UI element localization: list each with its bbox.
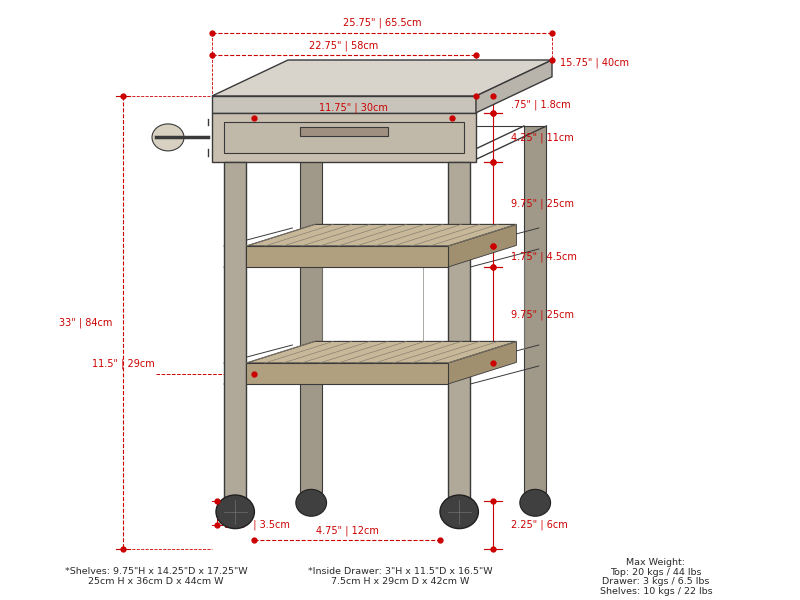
Text: 9.75" | 25cm: 9.75" | 25cm <box>511 310 574 320</box>
Text: *Inside Drawer: 3"H x 11.5"D x 16.5"W: *Inside Drawer: 3"H x 11.5"D x 16.5"W <box>308 566 492 576</box>
Text: " |   cm: " | cm <box>331 369 363 378</box>
Polygon shape <box>212 113 476 162</box>
Ellipse shape <box>152 124 184 151</box>
Text: Drawer: 3 kgs / 6.5 lbs: Drawer: 3 kgs / 6.5 lbs <box>602 577 710 587</box>
Polygon shape <box>448 341 517 384</box>
Polygon shape <box>448 162 470 501</box>
Text: 7.5cm H x 29cm D x 42cm W: 7.5cm H x 29cm D x 42cm W <box>331 577 469 587</box>
Ellipse shape <box>296 490 326 516</box>
Polygon shape <box>448 224 517 267</box>
Text: 9.75" | 25cm: 9.75" | 25cm <box>511 199 574 209</box>
Text: 25cm H x 36cm D x 44cm W: 25cm H x 36cm D x 44cm W <box>88 577 224 587</box>
Text: 1.25" | 3.5cm: 1.25" | 3.5cm <box>224 519 290 530</box>
Polygon shape <box>300 126 322 492</box>
Polygon shape <box>246 224 517 246</box>
Text: 11.75" | 30cm: 11.75" | 30cm <box>318 103 388 113</box>
Text: 15.75" | 40cm: 15.75" | 40cm <box>560 58 629 68</box>
Text: Shelves: 10 kgs / 22 lbs: Shelves: 10 kgs / 22 lbs <box>600 587 712 596</box>
Text: 11.5" | 29cm: 11.5" | 29cm <box>92 358 154 368</box>
Text: 22.75" | 58cm: 22.75" | 58cm <box>310 40 378 51</box>
Polygon shape <box>212 96 476 113</box>
Text: Top: 20 kgs / 44 lbs: Top: 20 kgs / 44 lbs <box>610 568 702 577</box>
Text: 2.25" | 6cm: 2.25" | 6cm <box>511 520 568 530</box>
Text: 4.25" | 11cm: 4.25" | 11cm <box>511 132 574 143</box>
Text: .75" | 1.8cm: .75" | 1.8cm <box>511 99 571 110</box>
Ellipse shape <box>520 490 550 516</box>
Polygon shape <box>476 60 552 113</box>
Ellipse shape <box>216 495 254 529</box>
Text: Max Weight:: Max Weight: <box>626 558 686 568</box>
Polygon shape <box>246 246 448 267</box>
Text: 33" | 84cm: 33" | 84cm <box>58 317 112 328</box>
Polygon shape <box>224 122 464 153</box>
Polygon shape <box>524 126 546 492</box>
Polygon shape <box>246 363 448 384</box>
Polygon shape <box>300 127 388 136</box>
Polygon shape <box>246 341 517 363</box>
Ellipse shape <box>440 495 478 529</box>
Text: 1.75" | 4.5cm: 1.75" | 4.5cm <box>511 251 577 262</box>
Polygon shape <box>224 162 246 501</box>
Text: 4.75" | 12cm: 4.75" | 12cm <box>316 526 378 536</box>
Polygon shape <box>212 60 552 96</box>
Text: 25.75" | 65.5cm: 25.75" | 65.5cm <box>342 17 422 28</box>
Text: *Shelves: 9.75"H x 14.25"D x 17.25"W: *Shelves: 9.75"H x 14.25"D x 17.25"W <box>65 566 247 576</box>
